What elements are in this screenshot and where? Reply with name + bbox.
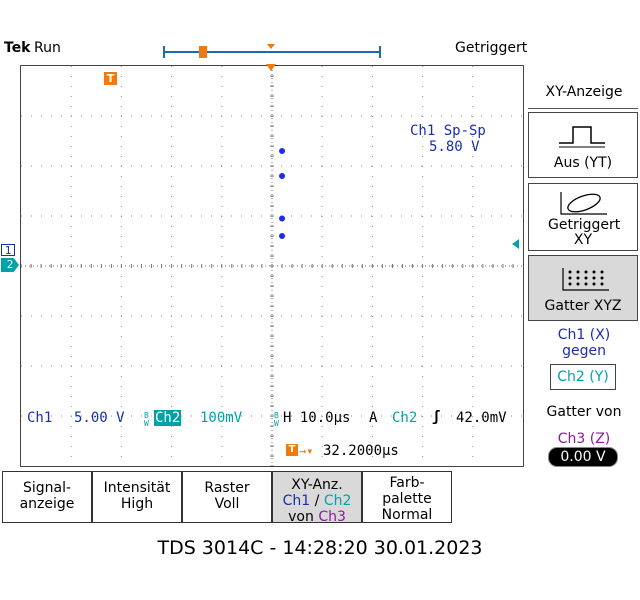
dot-matrix-icon xyxy=(562,268,609,291)
xy-point xyxy=(279,148,286,154)
trigger-time-arrow xyxy=(266,64,276,71)
trigger-status: Getriggert xyxy=(455,40,528,56)
y-source-box[interactable]: Ch2 (Y) xyxy=(550,364,616,390)
xy-ellipse-icon xyxy=(560,192,607,215)
farbpalette-button[interactable]: Farb- palette Normal xyxy=(362,471,452,523)
measurement-label: Ch1 Sp-Sp xyxy=(410,123,486,139)
brand-logo: Tek xyxy=(4,40,31,56)
gatter-von-label: Gatter von xyxy=(546,404,622,420)
trigger-offset: 32.2000µs xyxy=(323,443,399,459)
ch2-ground-marker: 2 xyxy=(1,258,19,272)
waveform-display xyxy=(20,65,524,467)
trigger-position-arrow-top xyxy=(267,44,275,49)
xy-point xyxy=(279,173,286,179)
option-gatter-xyz-label: Gatter XYZ xyxy=(544,298,622,314)
ch2-scale: 100mV xyxy=(200,410,243,426)
acquisition-status: Run xyxy=(34,40,61,56)
option-aus-yt[interactable]: Aus (YT) xyxy=(528,112,638,178)
trigger-mode: A xyxy=(369,410,378,426)
z-source-label: Ch3 (Z) xyxy=(557,431,611,447)
measurement-value: 5.80 V xyxy=(429,139,480,155)
raster-button[interactable]: Raster Voll xyxy=(182,471,272,523)
option-getriggert-xy-label: Getriggert XY xyxy=(548,217,621,248)
rising-edge-icon: ʃ xyxy=(432,409,441,425)
side-menu-title: XY-Anzeige xyxy=(545,84,623,100)
yt-waveform-icon xyxy=(559,126,605,148)
trigger-level: 42.0mV xyxy=(456,410,507,426)
ch1-scale: 5.00 V xyxy=(74,410,125,426)
instrument-footer: TDS 3014C - 14:28:20 30.01.2023 xyxy=(157,537,483,559)
ch1-ground-marker: 1 xyxy=(1,244,15,257)
trigger-marker: T xyxy=(104,72,117,85)
side-menu-divider xyxy=(528,108,638,109)
z-threshold-value[interactable]: 0.00 V xyxy=(548,447,618,467)
record-window-bar xyxy=(163,46,381,58)
intensitaet-button[interactable]: Intensität High xyxy=(92,471,182,523)
trigger-level-arrow xyxy=(512,239,519,249)
xy-point xyxy=(279,215,286,222)
signalanzeige-button[interactable]: Signal- anzeige xyxy=(2,471,92,523)
record-position-marker xyxy=(199,46,207,58)
option-aus-yt-label: Aus (YT) xyxy=(553,155,613,171)
trigger-offset-icon: T xyxy=(286,444,298,456)
ch1-label: Ch1 xyxy=(27,410,53,426)
timebase: H 10.0µs xyxy=(283,410,351,426)
trigger-source: Ch2 xyxy=(392,410,418,426)
trigger-offset-arrow-icon: →▾ xyxy=(299,444,314,458)
graticule xyxy=(21,66,523,466)
xy-anzeige-button[interactable]: XY-Anz. Ch1 / Ch2 von Ch3 xyxy=(272,471,362,525)
option-gatter-xyz[interactable]: Gatter XYZ xyxy=(528,255,638,321)
x-source-label: Ch1 (X) xyxy=(557,327,611,343)
option-getriggert-xy[interactable]: Getriggert XY xyxy=(528,183,638,251)
gegen-label: gegen xyxy=(562,343,606,359)
xy-point xyxy=(279,233,286,239)
ch2-label: Ch2 xyxy=(154,410,182,426)
